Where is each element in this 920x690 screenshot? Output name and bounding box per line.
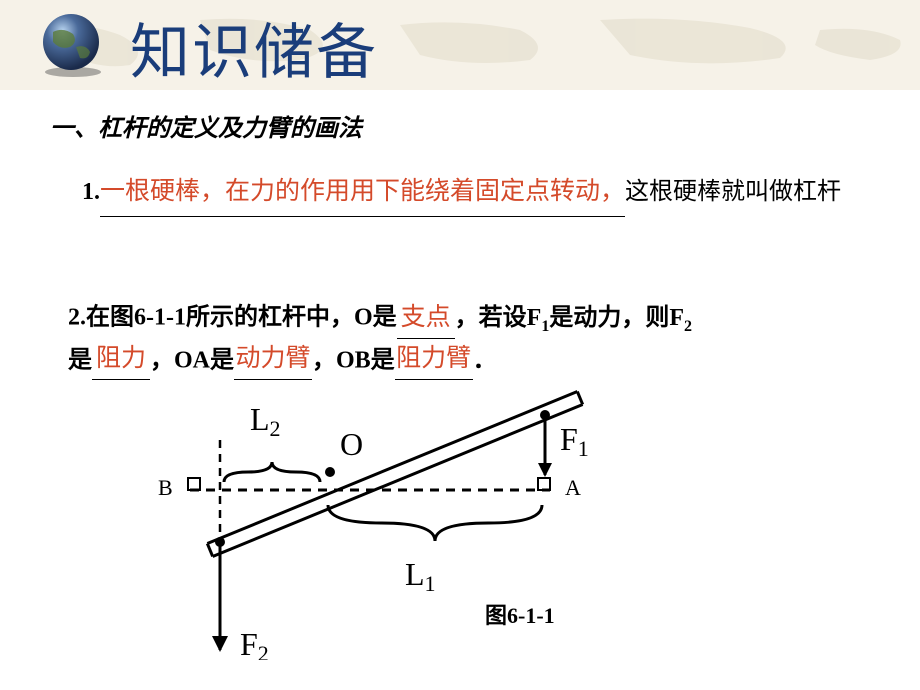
svg-text:L2: L2: [250, 401, 281, 441]
para1-number: 1.: [82, 179, 100, 205]
para2-text-5: ，OA是: [150, 348, 234, 374]
lever-diagram: L2 O F1 A B F2 L1: [150, 380, 700, 660]
globe-icon: [38, 12, 104, 78]
para2-text-3: 是动力，则F: [549, 305, 684, 331]
section-header: 一、杠杆的定义及力臂的画法: [50, 108, 362, 143]
para2-blank2: 阻力: [96, 345, 146, 372]
page-title: 知识储备: [130, 4, 378, 91]
svg-text:A: A: [565, 475, 581, 500]
para2-text-2: ，若设F: [455, 305, 542, 331]
para2-blank4: 阻力臂: [396, 345, 471, 372]
para2-text-4: 是: [68, 348, 92, 374]
svg-text:L1: L1: [405, 556, 436, 596]
svg-text:B: B: [158, 475, 173, 500]
svg-text:F2: F2: [240, 626, 269, 660]
para2-text-1: 2.在图6-1-1所示的杠杆中，O是: [68, 305, 397, 331]
para2-text-6: ，OB是: [312, 348, 395, 374]
svg-text:F1: F1: [560, 421, 589, 461]
para2-sub2: 2: [684, 317, 692, 334]
paragraph-1: 1.一根硬棒，在力的作用用下能绕着固定点转动，这根硬棒就叫做杠杆: [82, 168, 902, 217]
para1-fill: 一根硬棒，在力的作用用下能绕着固定点转动，: [100, 178, 625, 205]
para2-blank1: 支点: [401, 304, 451, 331]
svg-text:O: O: [340, 426, 363, 462]
paragraph-2: 2.在图6-1-1所示的杠杆中，O是支点，若设F1是动力，则F2 是阻力，OA是…: [68, 298, 898, 380]
para1-suffix: 这根硬棒就叫做杠杆: [625, 179, 841, 205]
para2-blank3: 动力臂: [235, 345, 310, 372]
figure-label: 图6-1-1: [485, 598, 555, 630]
para2-end: ．: [473, 348, 497, 374]
